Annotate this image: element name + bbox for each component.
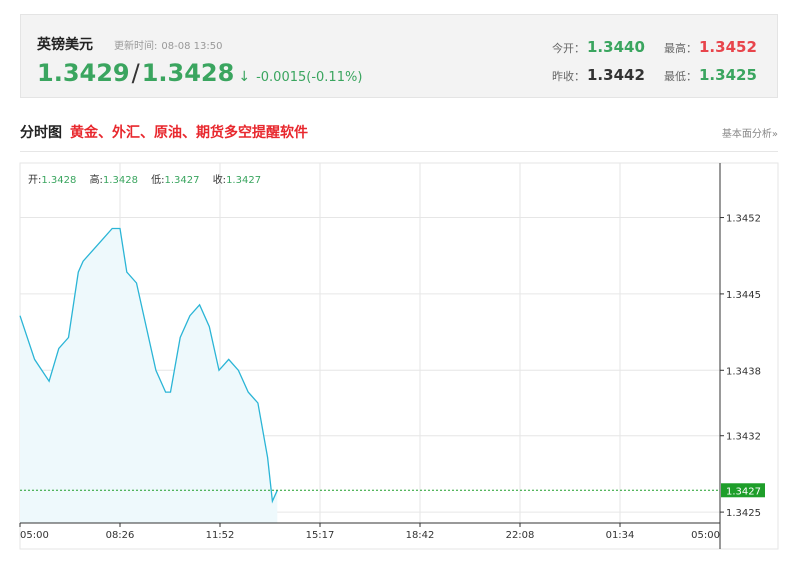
ohlc-open-label: 开:	[28, 175, 42, 186]
y-tick-label: 1.3438	[726, 366, 761, 377]
ohlc-high-label: 高:	[89, 175, 103, 186]
ohlc-low: 低:1.3427	[151, 175, 199, 186]
price-area-fill	[20, 228, 278, 523]
x-tick-label: 05:00	[20, 530, 49, 541]
instrument-name: 英镑美元	[37, 37, 93, 53]
price-line	[19, 227, 278, 504]
promo-link[interactable]: 黄金、外汇、原油、期货多空提醒软件	[70, 125, 308, 141]
stat-low-value: 1.3425	[699, 66, 757, 84]
update-time: 更新时间: 08-08 13:50	[114, 37, 222, 52]
y-tick-label: 1.3425	[726, 508, 761, 519]
x-tick-label: 01:34	[606, 530, 635, 541]
chart-section-header: 分时图 黄金、外汇、原油、期货多空提醒软件 基本面分析»	[20, 122, 778, 144]
ohlc-readout: 开:1.3428 高:1.3428 低:1.3427 收:1.3427	[28, 171, 271, 186]
x-tick-label: 05:00	[691, 530, 720, 541]
section-divider	[20, 151, 778, 152]
update-time-label: 更新时间:	[114, 41, 158, 52]
quote-panel: 英镑美元 更新时间: 08-08 13:50 1.3429/1.3428 ↓ -0.0…	[20, 14, 778, 98]
ohlc-low-label: 低:	[151, 175, 165, 186]
price-change: -0.0015(-0.11%)	[256, 70, 363, 85]
stat-high-value: 1.3452	[699, 38, 757, 56]
x-tick-label: 18:42	[406, 530, 435, 541]
chart-axes: 1.3452 1.3445 1.3438 1.3432 1.3425 05:00 08:26…	[19, 163, 761, 549]
stat-open-label: 今开：	[552, 42, 585, 55]
down-arrow-icon: ↓	[238, 69, 251, 85]
update-time-value: 08-08 13:50	[161, 41, 223, 52]
price-separator: /	[131, 59, 140, 87]
stat-prev-close: 昨收： 1.3442	[552, 66, 645, 84]
x-tick-label: 11:52	[206, 530, 235, 541]
stat-prev-close-label: 昨收：	[552, 70, 585, 83]
stat-low-label: 最低：	[664, 70, 697, 83]
ohlc-low-value: 1.3427	[164, 175, 200, 186]
ohlc-open: 开:1.3428	[28, 175, 76, 186]
current-price-tag-label: 1.3427	[726, 486, 761, 497]
x-tick-label: 22:08	[506, 530, 535, 541]
stat-open-value: 1.3440	[587, 38, 645, 56]
stat-low: 最低： 1.3425	[664, 66, 757, 84]
stat-high: 最高： 1.3452	[664, 38, 757, 56]
y-tick-label: 1.3452	[726, 214, 761, 225]
stat-open: 今开： 1.3440	[552, 38, 645, 56]
ohlc-open-value: 1.3428	[41, 175, 77, 186]
current-price-tag-bg	[721, 483, 765, 498]
stat-prev-close-value: 1.3442	[587, 66, 645, 84]
ohlc-high-value: 1.3428	[102, 175, 138, 186]
ohlc-close: 收:1.3427	[213, 175, 261, 186]
y-tick-label: 1.3432	[726, 432, 761, 443]
current-price-tag: 1.3427	[721, 483, 765, 498]
current-prices: 1.3429/1.3428 ↓ -0.0015(-0.11%)	[37, 59, 362, 87]
ohlc-close-value: 1.3427	[226, 175, 262, 186]
bid-price: 1.3429	[37, 59, 130, 87]
x-tick-label: 15:17	[306, 530, 335, 541]
stat-high-label: 最高：	[664, 42, 697, 55]
ask-price: 1.3428	[141, 59, 235, 87]
fundamental-analysis-link[interactable]: 基本面分析»	[721, 129, 778, 140]
ohlc-high: 高:1.3428	[90, 175, 138, 186]
ohlc-close-label: 收:	[212, 175, 227, 186]
section-title: 分时图	[20, 125, 62, 141]
y-tick-label: 1.3445	[726, 290, 761, 301]
x-tick-label: 08:26	[106, 530, 135, 541]
